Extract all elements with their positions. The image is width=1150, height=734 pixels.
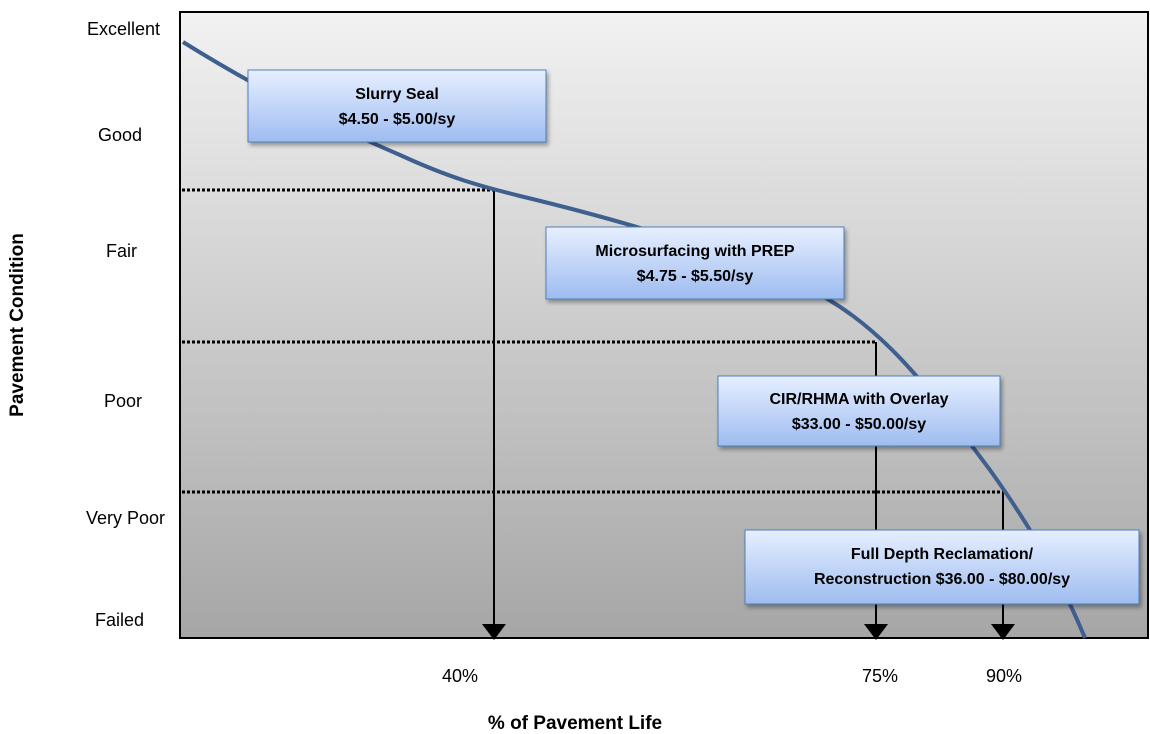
y-axis-title: Pavement Condition (7, 233, 28, 417)
x-label: 90% (986, 666, 1022, 686)
box-text: $4.50 - $5.00/sy (339, 111, 456, 128)
box-text: Slurry Seal (355, 86, 439, 103)
arrow-heads (482, 624, 1015, 640)
treatment-box: Full Depth Reclamation/ Reconstruction $… (744, 529, 1140, 605)
y-label: Good (98, 125, 142, 145)
y-label: Poor (104, 391, 142, 411)
x-axis-title: % of Pavement Life (488, 713, 662, 734)
box-text: $4.75 - $5.50/sy (637, 268, 754, 285)
box-text: Microsurfacing with PREP (595, 243, 794, 260)
treatment-box: CIR/RHMA with Overlay $33.00 - $50.00/sy (717, 375, 1001, 447)
box-text: Full Depth Reclamation/ (851, 546, 1034, 563)
y-label: Failed (95, 610, 144, 630)
y-label: Very Poor (86, 508, 165, 528)
y-label: Excellent (87, 19, 160, 39)
y-label: Fair (106, 241, 137, 261)
box-text: $33.00 - $50.00/sy (792, 416, 926, 433)
x-label: 75% (862, 666, 898, 686)
box-text: CIR/RHMA with Overlay (770, 391, 949, 408)
y-labels: Excellent Good Fair Poor Very Poor Faile… (86, 19, 165, 630)
threshold-lines (182, 188, 1003, 494)
box-text: Reconstruction $36.00 - $80.00/sy (814, 571, 1070, 588)
x-label: 40% (442, 666, 478, 686)
treatment-box: Microsurfacing with PREP $4.75 - $5.50/s… (545, 226, 845, 300)
treatment-box: Slurry Seal $4.50 - $5.00/sy (247, 69, 547, 143)
